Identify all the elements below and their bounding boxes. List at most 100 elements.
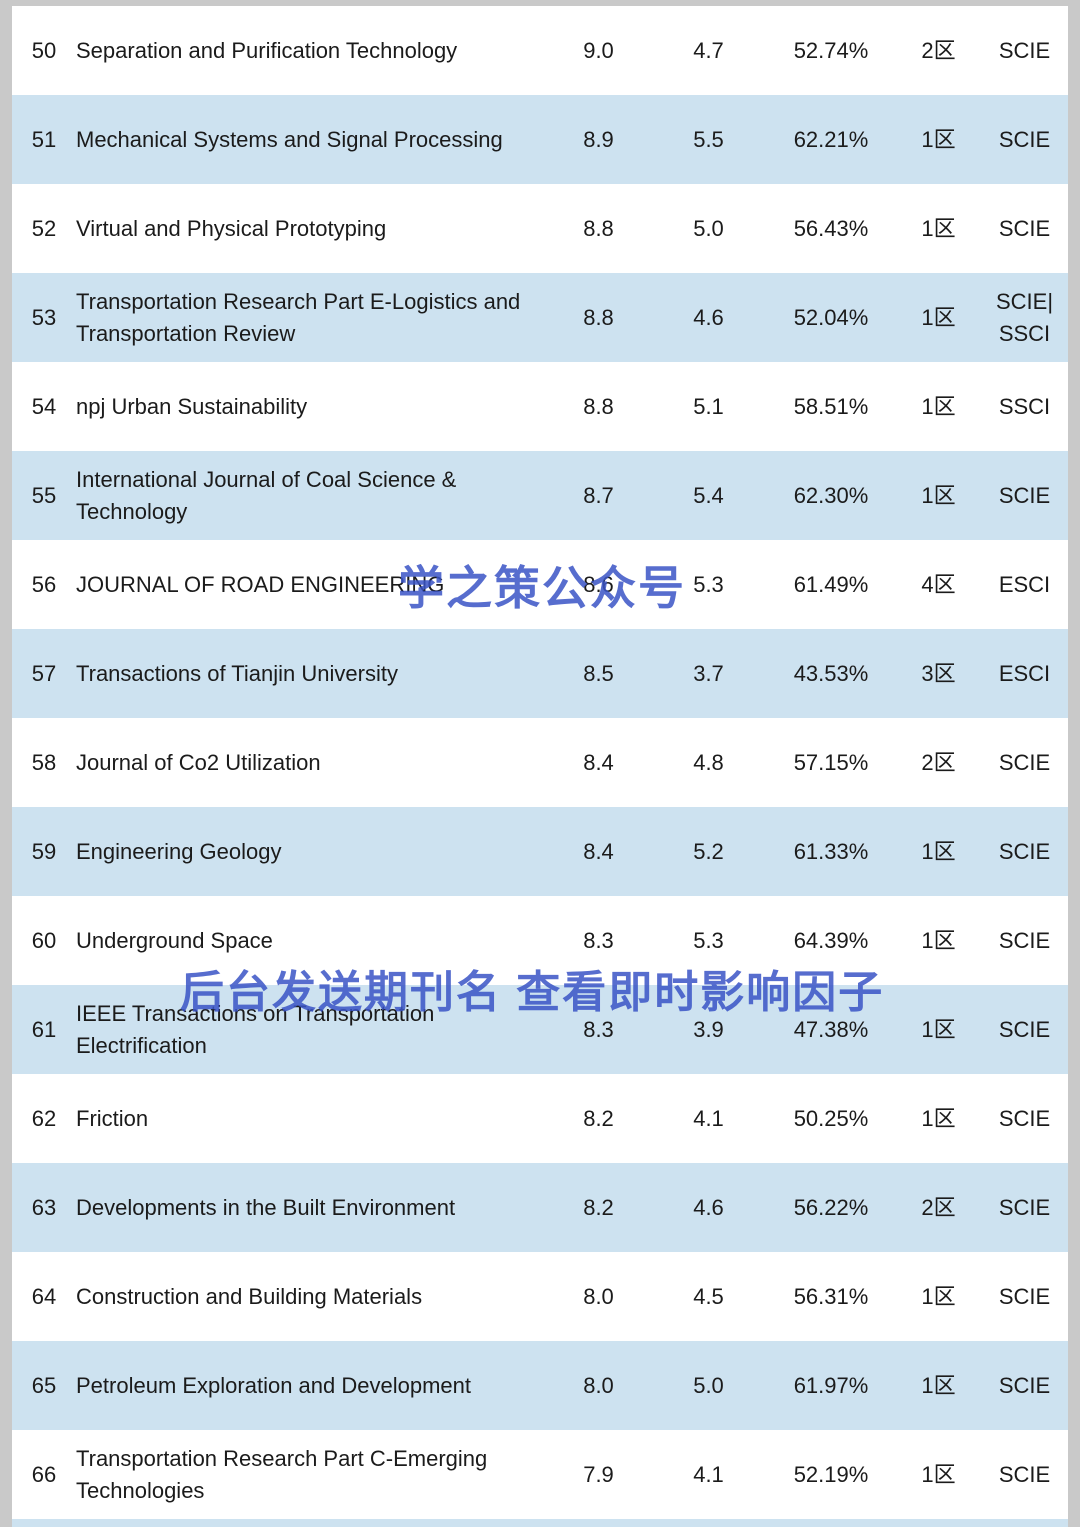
metric-cell: 5.2	[693, 838, 724, 864]
rank-cell: 61	[31, 1016, 57, 1042]
index-cell: SCIE	[998, 126, 1051, 152]
impact-factor-cell: 8.3	[583, 927, 614, 953]
percent-cell: 61.97%	[793, 1372, 869, 1398]
impact-factor-cell: 8.7	[583, 482, 614, 508]
table-row: 59 Engineering Geology 8.4 5.2 61.33% 1区…	[12, 807, 1068, 896]
metric-cell: 5.0	[693, 1372, 724, 1398]
partition-cell: 1区	[921, 927, 956, 953]
rank-cell: 52	[31, 215, 57, 241]
journal-name-cell: Journal of Co2 Utilization	[76, 749, 321, 775]
percent-cell: 62.30%	[793, 482, 869, 508]
impact-factor-cell: 7.9	[583, 1461, 614, 1487]
journal-table: 50 Separation and Purification Technolog…	[12, 6, 1068, 1519]
table-row: 52 Virtual and Physical Prototyping 8.8 …	[12, 184, 1068, 273]
impact-factor-cell: 8.0	[583, 1283, 614, 1309]
journal-name-cell: Separation and Purification Technology	[76, 37, 458, 63]
index-cell: SCIE	[998, 927, 1051, 953]
index-cell: SCIE	[998, 1461, 1051, 1487]
metric-cell: 5.3	[693, 927, 724, 953]
impact-factor-cell: 8.0	[583, 1372, 614, 1398]
partition-cell: 1区	[921, 1105, 956, 1131]
journal-name-cell: Friction	[76, 1105, 149, 1131]
metric-cell: 4.6	[693, 304, 724, 330]
index-cell: SCIE	[998, 37, 1051, 63]
journal-name-cell: JOURNAL OF ROAD ENGINEERING	[76, 571, 445, 597]
percent-cell: 58.51%	[793, 393, 869, 419]
journal-name-cell: Transactions of Tianjin University	[76, 660, 398, 686]
impact-factor-cell: 8.8	[583, 304, 614, 330]
rank-cell: 55	[31, 482, 57, 508]
rank-cell: 53	[31, 304, 57, 330]
partition-cell: 2区	[921, 37, 956, 63]
index-cell: SCIE	[998, 1105, 1051, 1131]
metric-cell: 5.3	[693, 571, 724, 597]
metric-cell: 3.7	[693, 660, 724, 686]
impact-factor-cell: 9.0	[583, 37, 614, 63]
table-row: 57 Transactions of Tianjin University 8.…	[12, 629, 1068, 718]
impact-factor-cell: 8.4	[583, 749, 614, 775]
table-row: 55 International Journal of Coal Science…	[12, 451, 1068, 540]
metric-cell: 4.8	[693, 749, 724, 775]
table-row: 65 Petroleum Exploration and Development…	[12, 1341, 1068, 1430]
partition-cell: 3区	[921, 660, 956, 686]
metric-cell: 4.1	[693, 1105, 724, 1131]
rank-cell: 66	[31, 1461, 57, 1487]
metric-cell: 5.0	[693, 215, 724, 241]
journal-name-cell: Developments in the Built Environment	[76, 1194, 456, 1220]
percent-cell: 62.21%	[793, 126, 869, 152]
rank-cell: 56	[31, 571, 57, 597]
table-row: 64 Construction and Building Materials 8…	[12, 1252, 1068, 1341]
percent-cell: 52.74%	[793, 37, 869, 63]
journal-name-cell: International Journal of Coal Science & …	[76, 466, 457, 524]
table-row: 56 JOURNAL OF ROAD ENGINEERING 8.6 5.3 6…	[12, 540, 1068, 629]
next-row-partial	[12, 1519, 1068, 1527]
table-row: 66 Transportation Research Part C-Emergi…	[12, 1430, 1068, 1519]
impact-factor-cell: 8.6	[583, 571, 614, 597]
index-cell: SCIE	[998, 215, 1051, 241]
partition-cell: 1区	[921, 215, 956, 241]
table-row: 53 Transportation Research Part E-Logist…	[12, 273, 1068, 362]
journal-name-cell: Construction and Building Materials	[76, 1283, 423, 1309]
partition-cell: 1区	[921, 1372, 956, 1398]
metric-cell: 4.6	[693, 1194, 724, 1220]
partition-cell: 1区	[921, 838, 956, 864]
percent-cell: 64.39%	[793, 927, 869, 953]
journal-name-cell: Engineering Geology	[76, 838, 282, 864]
impact-factor-cell: 8.8	[583, 393, 614, 419]
metric-cell: 5.1	[693, 393, 724, 419]
percent-cell: 52.04%	[793, 304, 869, 330]
impact-factor-cell: 8.2	[583, 1105, 614, 1131]
rank-cell: 58	[31, 749, 57, 775]
journal-name-cell: npj Urban Sustainability	[76, 393, 308, 419]
percent-cell: 47.38%	[793, 1016, 869, 1042]
partition-cell: 2区	[921, 749, 956, 775]
rank-cell: 59	[31, 838, 57, 864]
impact-factor-cell: 8.5	[583, 660, 614, 686]
percent-cell: 61.33%	[793, 838, 869, 864]
index-cell: SCIE| SSCI	[995, 288, 1054, 346]
table-row: 60 Underground Space 8.3 5.3 64.39% 1区 S…	[12, 896, 1068, 985]
percent-cell: 56.31%	[793, 1283, 869, 1309]
partition-cell: 1区	[921, 304, 956, 330]
partition-cell: 4区	[921, 571, 956, 597]
rank-cell: 60	[31, 927, 57, 953]
partition-cell: 2区	[921, 1194, 956, 1220]
percent-cell: 50.25%	[793, 1105, 869, 1131]
journal-name-cell: IEEE Transactions on Transportation Elec…	[76, 1000, 435, 1058]
index-cell: SCIE	[998, 749, 1051, 775]
table-row: 50 Separation and Purification Technolog…	[12, 6, 1068, 95]
partition-cell: 1区	[921, 482, 956, 508]
rank-cell: 63	[31, 1194, 57, 1220]
index-cell: SCIE	[998, 1194, 1051, 1220]
index-cell: SCIE	[998, 1283, 1051, 1309]
impact-factor-cell: 8.2	[583, 1194, 614, 1220]
table-row: 63 Developments in the Built Environment…	[12, 1163, 1068, 1252]
impact-factor-cell: 8.9	[583, 126, 614, 152]
impact-factor-cell: 8.3	[583, 1016, 614, 1042]
metric-cell: 5.5	[693, 126, 724, 152]
partition-cell: 1区	[921, 126, 956, 152]
percent-cell: 56.22%	[793, 1194, 869, 1220]
percent-cell: 56.43%	[793, 215, 869, 241]
percent-cell: 52.19%	[793, 1461, 869, 1487]
impact-factor-cell: 8.4	[583, 838, 614, 864]
